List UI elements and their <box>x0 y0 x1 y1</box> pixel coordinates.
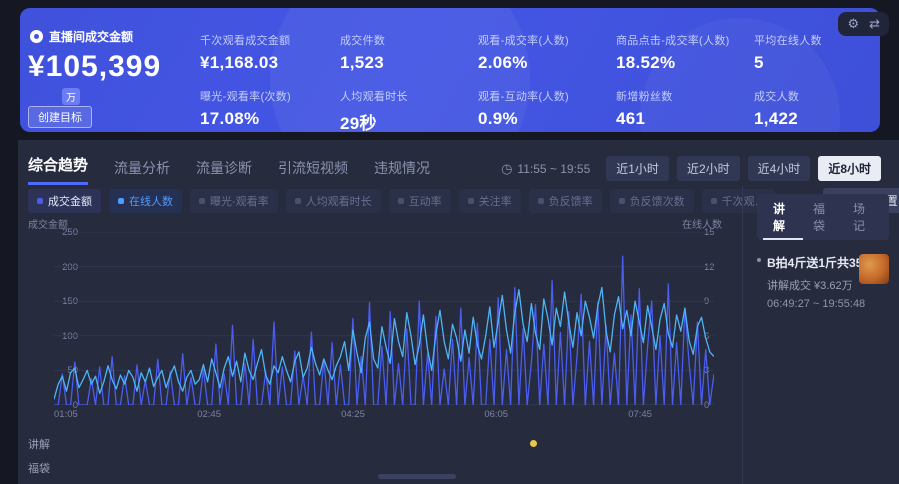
product-explain-time: 06:49:27 ~ 19:55:48 <box>767 298 866 310</box>
bullet-icon <box>757 258 761 262</box>
swap-arrows-icon[interactable]: ⇄ <box>869 16 880 31</box>
y-axis-left-title: 成交金额 <box>28 220 68 231</box>
primary-kpi-label: 直播间成交金额 <box>49 30 134 44</box>
side-tab-lucky-bag[interactable]: 福袋 <box>813 202 826 233</box>
range-button-2h[interactable]: 近2小时 <box>676 156 740 181</box>
live-room-icon <box>30 30 43 43</box>
kpi-label: 千次观看成交金额 <box>200 35 291 47</box>
kpi-primary-column: 直播间成交金额 ¥105,399 万 创建目标 <box>20 8 190 132</box>
kpi-value: 29秒 <box>340 114 377 132</box>
unit-badge: 万 <box>62 88 80 105</box>
y-axis-right-title: 在线人数 <box>682 220 722 231</box>
chip-dot-icon <box>37 197 43 204</box>
kpi-summary-card: 直播间成交金额 ¥105,399 万 创建目标 千次观看成交金额 ¥1,168.… <box>20 8 880 132</box>
horizontal-scrollbar-thumb[interactable] <box>378 474 456 479</box>
product-thumbnail[interactable] <box>859 254 889 284</box>
chip-dot-icon <box>618 197 625 204</box>
chip-dot-icon <box>118 197 124 204</box>
create-goal-button[interactable]: 创建目标 <box>28 106 92 128</box>
kpi-value: 0.9% <box>478 109 518 128</box>
kpi-label: 商品点击-成交率(人数) <box>616 35 730 47</box>
side-tab-log[interactable]: 场记 <box>853 202 866 233</box>
section-tabs: 综合趋势 流量分析 流量诊断 引流短视频 违规情况 <box>28 154 430 185</box>
chip-dot-icon <box>710 197 717 204</box>
kpi-value: 18.52% <box>616 53 676 72</box>
chip-dot-icon <box>467 197 474 204</box>
kpi-value: 1,523 <box>340 53 385 72</box>
tab-traffic-diagnosis[interactable]: 流量诊断 <box>196 160 253 176</box>
kpi-value: 1,422 <box>754 109 799 128</box>
time-range-display: ◷ 11:55 ~ 19:55 <box>501 161 590 177</box>
event-row-lucky-bag: 福袋 <box>18 460 724 476</box>
time-range-text: 11:55 ~ 19:55 <box>517 161 591 176</box>
time-range-controls: ◷ 11:55 ~ 19:55 近1小时 近2小时 近4小时 近8小时 <box>501 156 881 181</box>
kpi-value: 461 <box>616 109 646 128</box>
chip-gmv[interactable]: 成交金额 <box>28 188 101 213</box>
explain-event-marker[interactable] <box>529 440 537 447</box>
clock-icon: ◷ <box>501 160 513 176</box>
product-explain-gmv: 讲解成交 ¥3.62万 <box>767 280 853 292</box>
tab-short-video[interactable]: 引流短视频 <box>278 160 349 176</box>
explain-side-panel: 讲解 福袋 场记 B拍4斤送1斤共35-4... 讲解成交 ¥3.62万 06:… <box>742 186 899 484</box>
x-axis-ticks: 01:05 02:45 04:25 06:05 07:45 <box>54 409 652 420</box>
header-tools: ⚙ ⇄ <box>838 12 889 36</box>
kpi-label: 成交件数 <box>340 35 386 47</box>
kpi-value: ¥1,168.03 <box>200 53 279 72</box>
primary-kpi-value: ¥105,399 <box>28 50 162 83</box>
kpi-value: 2.06% <box>478 53 528 72</box>
trend-chart[interactable] <box>53 231 715 406</box>
chip-dot-icon <box>294 197 301 204</box>
chip-dot-icon <box>537 197 544 204</box>
chip-dot-icon <box>397 197 404 204</box>
chip-negative-feedback-rate[interactable]: 负反馈率 <box>528 188 602 213</box>
kpi-label: 观看-互动率(人数) <box>478 91 569 103</box>
range-button-8h[interactable]: 近8小时 <box>818 156 881 181</box>
event-row-explain: 讲解 <box>18 436 724 452</box>
side-panel-tabs: 讲解 福袋 场记 <box>757 194 889 240</box>
gear-icon[interactable]: ⚙ <box>847 16 860 31</box>
event-row-label: 讲解 <box>28 439 50 451</box>
side-tab-explain[interactable]: 讲解 <box>763 194 803 240</box>
tab-overall-trend[interactable]: 综合趋势 <box>28 154 89 185</box>
y-axis-left-ticks: 250 200 150 100 50 0 <box>62 227 78 411</box>
chip-avg-watch-time[interactable]: 人均观看时长 <box>285 188 381 213</box>
kpi-label: 新增粉丝数 <box>616 91 673 103</box>
range-button-4h[interactable]: 近4小时 <box>747 156 811 181</box>
kpi-value: 5 <box>754 53 764 72</box>
trend-chart-svg <box>53 231 715 406</box>
chip-follow-rate[interactable]: 关注率 <box>458 188 521 213</box>
tab-violations[interactable]: 违规情况 <box>374 160 431 176</box>
range-button-1h[interactable]: 近1小时 <box>606 156 669 181</box>
chip-dot-icon <box>199 197 205 204</box>
chip-interaction-rate[interactable]: 互动率 <box>388 188 451 213</box>
trend-panel: 综合趋势 流量分析 流量诊断 引流短视频 违规情况 ◷ 11:55 ~ 19:5… <box>18 140 899 484</box>
explain-product-item[interactable]: B拍4斤送1斤共35-4... 讲解成交 ¥3.62万 06:49:27 ~ 1… <box>757 254 889 310</box>
kpi-label: 观看-成交率(人数) <box>478 35 569 47</box>
tab-traffic-analysis[interactable]: 流量分析 <box>114 160 171 176</box>
kpi-label: 曝光-观看率(次数) <box>200 91 291 103</box>
chip-negative-feedback-count[interactable]: 负反馈次数 <box>609 188 694 213</box>
kpi-label: 人均观看时长 <box>340 91 408 103</box>
kpi-value: 17.08% <box>200 109 260 128</box>
chip-online-users[interactable]: 在线人数 <box>109 188 182 213</box>
chip-exposure-view-rate[interactable]: 曝光-观看率 <box>190 188 278 213</box>
event-row-label: 福袋 <box>28 463 50 475</box>
kpi-label: 成交人数 <box>754 91 800 103</box>
kpi-label: 平均在线人数 <box>754 35 822 47</box>
